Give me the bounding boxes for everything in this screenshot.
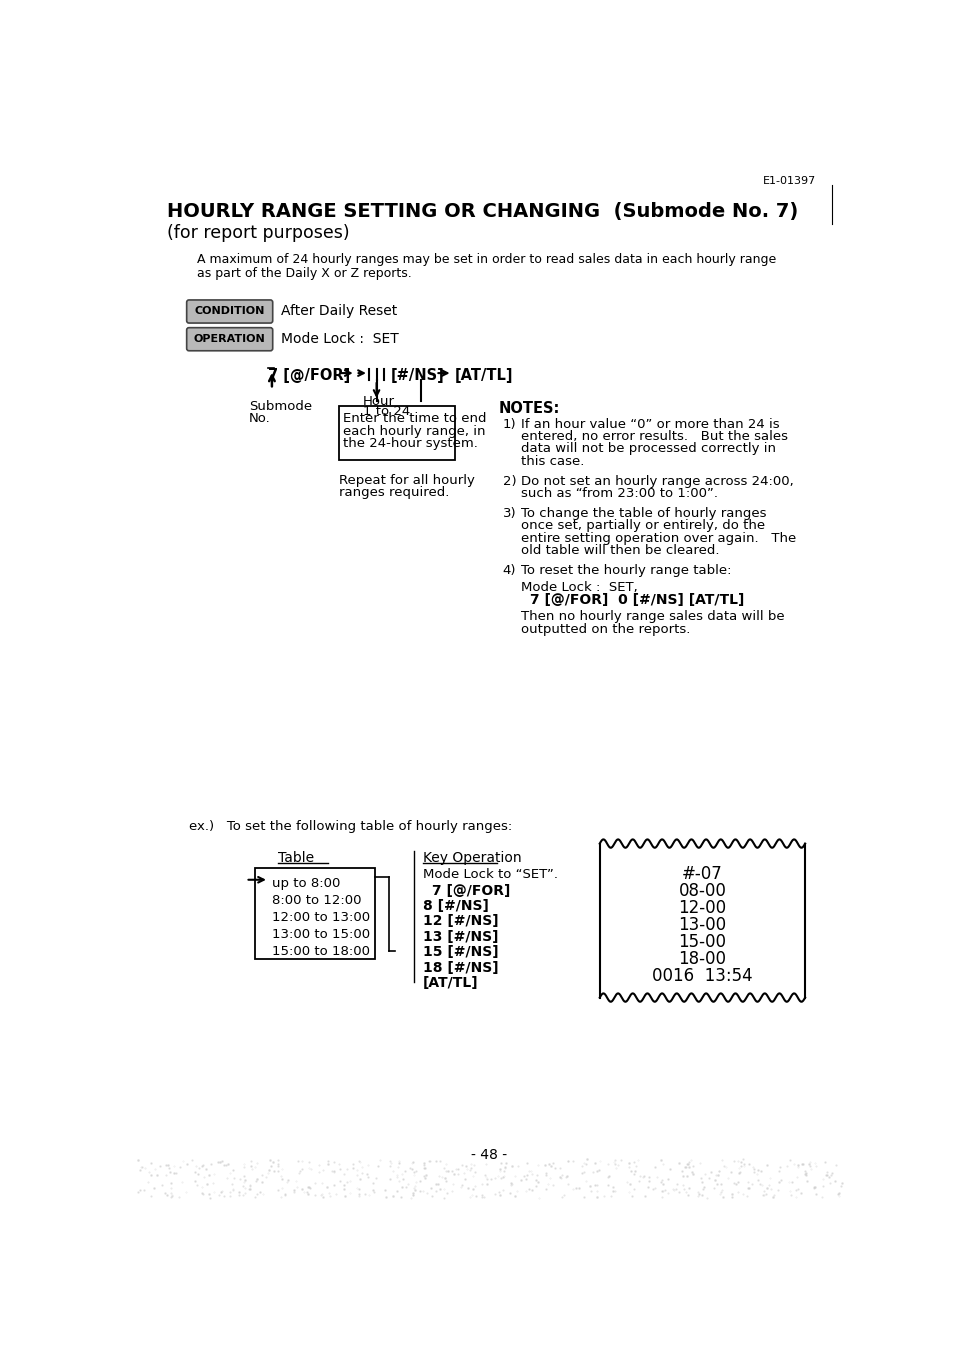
FancyBboxPatch shape <box>187 328 273 351</box>
Text: No.: No. <box>249 412 270 424</box>
Text: - 48 -: - 48 - <box>471 1148 506 1162</box>
Text: as part of the Daily X or Z reports.: as part of the Daily X or Z reports. <box>196 267 411 280</box>
Text: 13-00: 13-00 <box>678 916 726 934</box>
Text: ex.)   To set the following table of hourly ranges:: ex.) To set the following table of hourl… <box>189 820 512 834</box>
Text: Mode Lock to “SET”.: Mode Lock to “SET”. <box>422 869 558 881</box>
Text: 15-00: 15-00 <box>678 934 725 951</box>
Text: 15:00 to 18:00: 15:00 to 18:00 <box>272 946 370 958</box>
Text: Key Operation: Key Operation <box>422 851 521 865</box>
Text: OPERATION: OPERATION <box>193 334 265 345</box>
Text: 7 [@/FOR]: 7 [@/FOR] <box>432 884 510 897</box>
Text: After Daily Reset: After Daily Reset <box>281 304 397 319</box>
Text: up to 8:00: up to 8:00 <box>272 877 340 890</box>
Text: 7 [@/FOR]: 7 [@/FOR] <box>268 367 350 382</box>
Text: To reset the hourly range table:: To reset the hourly range table: <box>520 565 730 577</box>
Text: 12-00: 12-00 <box>678 898 726 917</box>
Text: entered, no error results.   But the sales: entered, no error results. But the sales <box>520 430 787 443</box>
Bar <box>338 407 455 461</box>
Text: entire setting operation over again.   The: entire setting operation over again. The <box>520 532 795 544</box>
Text: Mode Lock :  SET: Mode Lock : SET <box>281 332 398 346</box>
Text: 18-00: 18-00 <box>678 950 725 967</box>
Text: such as “from 23:00 to 1:00”.: such as “from 23:00 to 1:00”. <box>520 488 717 500</box>
Bar <box>254 869 375 959</box>
Text: 12 [#/NS]: 12 [#/NS] <box>422 915 498 928</box>
Text: 12:00 to 13:00: 12:00 to 13:00 <box>272 912 370 924</box>
Text: 18 [#/NS]: 18 [#/NS] <box>422 961 498 974</box>
Text: [#/NS]: [#/NS] <box>390 367 444 382</box>
Text: If an hour value “0” or more than 24 is: If an hour value “0” or more than 24 is <box>520 417 779 431</box>
FancyBboxPatch shape <box>187 300 273 323</box>
Text: old table will then be cleared.: old table will then be cleared. <box>520 544 719 557</box>
Text: #-07: #-07 <box>681 865 722 884</box>
Text: outputted on the reports.: outputted on the reports. <box>520 623 689 635</box>
Text: A maximum of 24 hourly ranges may be set in order to read sales data in each hou: A maximum of 24 hourly ranges may be set… <box>196 253 775 266</box>
Text: data will not be processed correctly in: data will not be processed correctly in <box>520 442 775 455</box>
Text: Hour: Hour <box>362 396 395 408</box>
Text: the 24-hour system.: the 24-hour system. <box>343 436 477 450</box>
Text: Table: Table <box>278 851 314 865</box>
Text: 8 [#/NS]: 8 [#/NS] <box>422 898 488 913</box>
Text: Submode: Submode <box>249 400 312 413</box>
Text: ranges required.: ranges required. <box>338 486 449 500</box>
Text: this case.: this case. <box>520 455 583 467</box>
Text: 15 [#/NS]: 15 [#/NS] <box>422 946 498 959</box>
Text: once set, partially or entirely, do the: once set, partially or entirely, do the <box>520 519 764 532</box>
Text: Then no hourly range sales data will be: Then no hourly range sales data will be <box>520 611 783 623</box>
Text: [AT/TL]: [AT/TL] <box>455 367 513 382</box>
Text: (for report purposes): (for report purposes) <box>167 224 350 242</box>
Text: 13:00 to 15:00: 13:00 to 15:00 <box>272 928 370 942</box>
Text: Do not set an hourly range across 24:00,: Do not set an hourly range across 24:00, <box>520 474 793 488</box>
Text: 7 [@/FOR]  0 [#/NS] [AT/TL]: 7 [@/FOR] 0 [#/NS] [AT/TL] <box>530 593 743 608</box>
Text: NOTES:: NOTES: <box>498 401 559 416</box>
Text: 1 to 24: 1 to 24 <box>362 405 410 419</box>
Text: 4): 4) <box>502 565 516 577</box>
Text: 2): 2) <box>502 474 516 488</box>
Text: 3): 3) <box>502 507 516 520</box>
Text: Mode Lock :  SET,: Mode Lock : SET, <box>520 581 637 594</box>
Text: E1-01397: E1-01397 <box>761 176 815 186</box>
Text: 08-00: 08-00 <box>678 882 725 900</box>
Text: 13 [#/NS]: 13 [#/NS] <box>422 929 498 944</box>
Text: 0016  13:54: 0016 13:54 <box>652 967 752 985</box>
Text: each hourly range, in: each hourly range, in <box>343 424 485 438</box>
Text: HOURLY RANGE SETTING OR CHANGING  (Submode No. 7): HOURLY RANGE SETTING OR CHANGING (Submod… <box>167 203 798 222</box>
Text: 1): 1) <box>502 417 516 431</box>
Text: 8:00 to 12:00: 8:00 to 12:00 <box>272 894 361 908</box>
Text: CONDITION: CONDITION <box>194 307 265 316</box>
Text: [AT/TL]: [AT/TL] <box>422 975 478 990</box>
Text: Repeat for all hourly: Repeat for all hourly <box>338 474 474 486</box>
Text: To change the table of hourly ranges: To change the table of hourly ranges <box>520 507 765 520</box>
Text: Enter the time to end: Enter the time to end <box>343 412 486 426</box>
